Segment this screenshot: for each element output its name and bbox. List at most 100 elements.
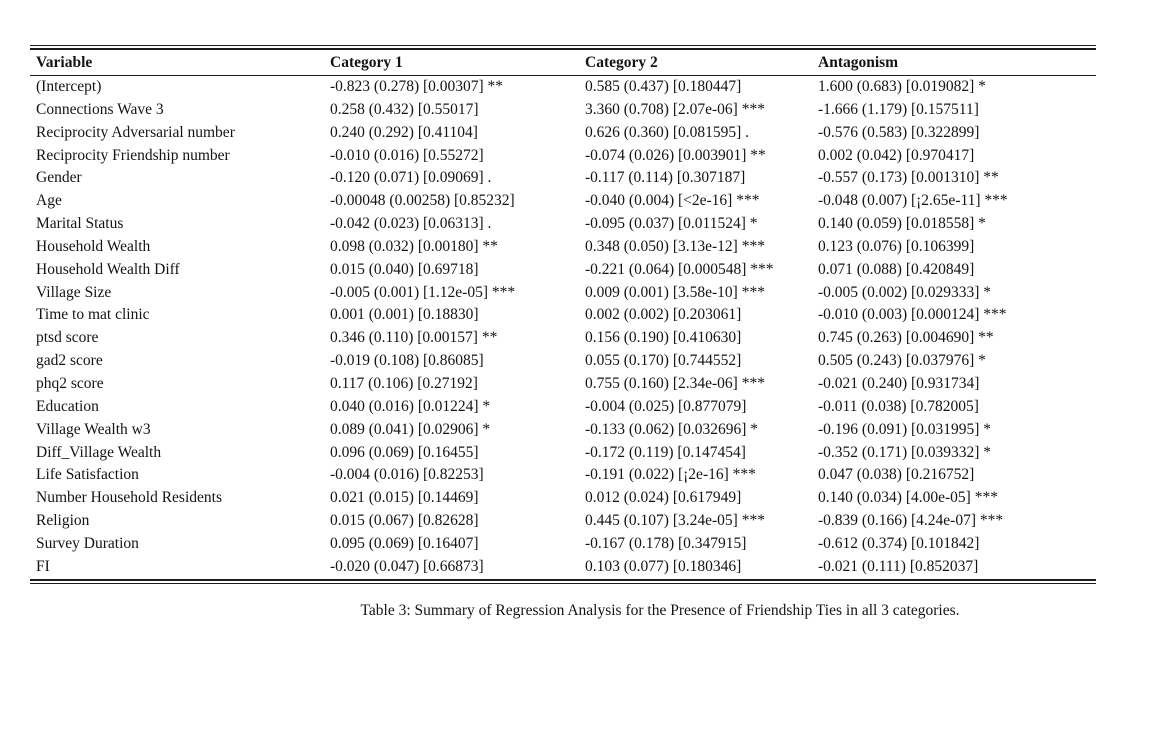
variable-cell: Gender	[36, 169, 82, 187]
category2-cell: -0.117 (0.114) [0.307187]	[585, 169, 746, 187]
table-row: Household Wealth Diff 0.015 (0.040) [0.69…	[30, 259, 1096, 282]
category1-cell: 0.258 (0.432) [0.55017]	[330, 100, 479, 118]
table-row: Number Household Residents 0.021 (0.015) …	[30, 487, 1096, 510]
variable-cell: ptsd score	[36, 329, 99, 347]
category2-cell: 0.755 (0.160) [2.34e-06] ***	[585, 374, 765, 392]
variable-cell: Connections Wave 3	[36, 100, 164, 118]
table-row: Survey Duration 0.095 (0.069) [0.16407] -0…	[30, 533, 1096, 556]
category2-cell: 0.009 (0.001) [3.58e-10] ***	[585, 283, 765, 301]
antagonism-cell: -0.196 (0.091) [0.031995] *	[818, 420, 992, 438]
variable-cell: Education	[36, 397, 99, 415]
category1-cell: 0.098 (0.032) [0.00180] **	[330, 237, 498, 255]
variable-cell: (Intercept)	[36, 78, 102, 95]
table-row: Connections Wave 3 0.258 (0.432) [0.55017…	[30, 99, 1096, 122]
variable-cell: Diff_Village Wealth	[36, 443, 162, 461]
category1-cell: -0.019 (0.108) [0.86085]	[330, 352, 484, 370]
table-row: (Intercept) -0.823 (0.278) [0.00307] ** 0.…	[30, 76, 1096, 99]
table-caption: Table 3: Summary of Regression Analysis …	[360, 602, 960, 619]
category1-cell: 0.240 (0.292) [0.41104]	[330, 123, 478, 141]
category2-cell: -0.095 (0.037) [0.011524] *	[585, 215, 758, 233]
table-row: Gender -0.120 (0.071) [0.09069] . -0.117 (…	[30, 167, 1096, 190]
variable-cell: Household Wealth Diff	[36, 260, 180, 278]
antagonism-cell: 0.047 (0.038) [0.216752]	[818, 466, 975, 484]
category1-cell: -0.823 (0.278) [0.00307] **	[330, 78, 504, 95]
antagonism-cell: 0.071 (0.088) [0.420849]	[818, 260, 975, 278]
category1-cell: 0.021 (0.015) [0.14469]	[330, 489, 479, 507]
variable-cell: Number Household Residents	[36, 489, 222, 507]
antagonism-cell: -0.010 (0.003) [0.000124] ***	[818, 306, 1007, 324]
category2-cell: -0.004 (0.025) [0.877079]	[585, 397, 747, 415]
table-row: Reciprocity Friendship number -0.010 (0.0…	[30, 145, 1096, 168]
table-row: Education 0.040 (0.016) [0.01224] * -0.004…	[30, 396, 1096, 419]
category1-cell: 0.040 (0.016) [0.01224] *	[330, 397, 491, 415]
category2-cell: -0.133 (0.062) [0.032696] *	[585, 420, 759, 438]
table-row: Village Size -0.005 (0.001) [1.12e-05] **…	[30, 282, 1096, 305]
variable-cell: Household Wealth	[36, 237, 151, 255]
category1-cell: -0.120 (0.071) [0.09069] .	[330, 169, 492, 187]
category2-cell: -0.221 (0.064) [0.000548] ***	[585, 260, 774, 278]
table-bottom-double-rule	[30, 578, 1096, 584]
category1-cell: 0.117 (0.106) [0.27192]	[330, 374, 478, 392]
variable-cell: Marital Status	[36, 215, 124, 233]
col-header-category1: Category 1	[324, 50, 579, 76]
antagonism-cell: -0.557 (0.173) [0.001310] **	[818, 169, 999, 187]
category1-cell: 0.346 (0.110) [0.00157] **	[330, 329, 498, 347]
antagonism-cell: 1.600 (0.683) [0.019082] *	[818, 78, 986, 95]
category1-cell: -0.00048 (0.00258) [0.85232]	[330, 192, 515, 210]
category2-cell: 0.445 (0.107) [3.24e-05] ***	[585, 512, 765, 530]
category2-cell: 0.002 (0.002) [0.203061]	[585, 306, 742, 324]
category2-cell: 0.055 (0.170) [0.744552]	[585, 352, 742, 370]
category2-cell: 3.360 (0.708) [2.07e-06] ***	[585, 100, 765, 118]
variable-cell: FI	[36, 557, 50, 575]
antagonism-cell: 0.140 (0.034) [4.00e-05] ***	[818, 489, 998, 507]
table-row: gad2 score -0.019 (0.108) [0.86085] 0.055 …	[30, 350, 1096, 373]
col-header-variable: Variable	[30, 50, 324, 76]
category1-cell: -0.020 (0.047) [0.66873]	[330, 557, 484, 575]
regression-table: Variable Category 1 Category 2 Antagonis…	[30, 45, 1096, 584]
antagonism-cell: 0.505 (0.243) [0.037976] *	[818, 352, 986, 370]
variable-cell: Religion	[36, 512, 90, 530]
category1-cell: -0.042 (0.023) [0.06313] .	[330, 215, 492, 233]
category1-cell: 0.015 (0.040) [0.69718]	[330, 260, 479, 278]
antagonism-cell: -0.021 (0.240) [0.931734]	[818, 374, 980, 392]
table-row: Life Satisfaction -0.004 (0.016) [0.82253…	[30, 464, 1096, 487]
category2-cell: 0.585 (0.437) [0.180447]	[585, 78, 742, 95]
antagonism-cell: 0.745 (0.263) [0.004690] **	[818, 329, 994, 347]
antagonism-cell: -0.576 (0.583) [0.322899]	[818, 123, 980, 141]
variable-cell: Village Size	[36, 283, 112, 301]
table-row: FI -0.020 (0.047) [0.66873] 0.103 (0.077) …	[30, 556, 1096, 579]
table-row: Village Wealth w3 0.089 (0.041) [0.02906]…	[30, 419, 1096, 442]
antagonism-cell: -0.352 (0.171) [0.039332] *	[818, 443, 992, 461]
col-header-antagonism: Antagonism	[812, 50, 1096, 76]
category2-cell: 0.103 (0.077) [0.180346]	[585, 557, 742, 575]
antagonism-cell: 0.002 (0.042) [0.970417]	[818, 146, 975, 164]
category2-cell: -0.074 (0.026) [0.003901] **	[585, 146, 766, 164]
table-row: Diff_Village Wealth 0.096 (0.069) [0.1645…	[30, 442, 1096, 465]
table-row: Marital Status -0.042 (0.023) [0.06313] .…	[30, 213, 1096, 236]
category1-cell: 0.001 (0.001) [0.18830]	[330, 306, 479, 324]
table-row: Time to mat clinic 0.001 (0.001) [0.18830…	[30, 304, 1096, 327]
category2-cell: -0.172 (0.119) [0.147454]	[585, 443, 746, 461]
category2-cell: 0.626 (0.360) [0.081595] .	[585, 123, 750, 141]
category1-cell: 0.096 (0.069) [0.16455]	[330, 443, 479, 461]
antagonism-cell: -0.005 (0.002) [0.029333] *	[818, 283, 992, 301]
antagonism-cell: 0.140 (0.059) [0.018558] *	[818, 215, 986, 233]
regression-table-grid: Variable Category 1 Category 2 Antagonis…	[30, 50, 1096, 579]
variable-cell: Time to mat clinic	[36, 306, 150, 324]
table-row: Age -0.00048 (0.00258) [0.85232] -0.040 (0…	[30, 190, 1096, 213]
table-row: ptsd score 0.346 (0.110) [0.00157] ** 0.15…	[30, 327, 1096, 350]
category1-cell: 0.095 (0.069) [0.16407]	[330, 534, 479, 552]
antagonism-cell: -0.011 (0.038) [0.782005]	[818, 397, 979, 415]
antagonism-cell: -0.021 (0.111) [0.852037]	[818, 557, 979, 575]
table-row: Religion 0.015 (0.067) [0.82628] 0.445 (0.…	[30, 510, 1096, 533]
antagonism-cell: -0.048 (0.007) [¡2.65e-11] ***	[818, 192, 1008, 210]
category2-cell: 0.012 (0.024) [0.617949]	[585, 489, 742, 507]
variable-cell: phq2 score	[36, 374, 104, 392]
antagonism-cell: -0.612 (0.374) [0.101842]	[818, 534, 980, 552]
category1-cell: -0.004 (0.016) [0.82253]	[330, 466, 484, 484]
antagonism-cell: -1.666 (1.179) [0.157511]	[818, 100, 979, 118]
category2-cell: -0.167 (0.178) [0.347915]	[585, 534, 747, 552]
variable-cell: Life Satisfaction	[36, 466, 139, 484]
antagonism-cell: 0.123 (0.076) [0.106399]	[818, 237, 975, 255]
